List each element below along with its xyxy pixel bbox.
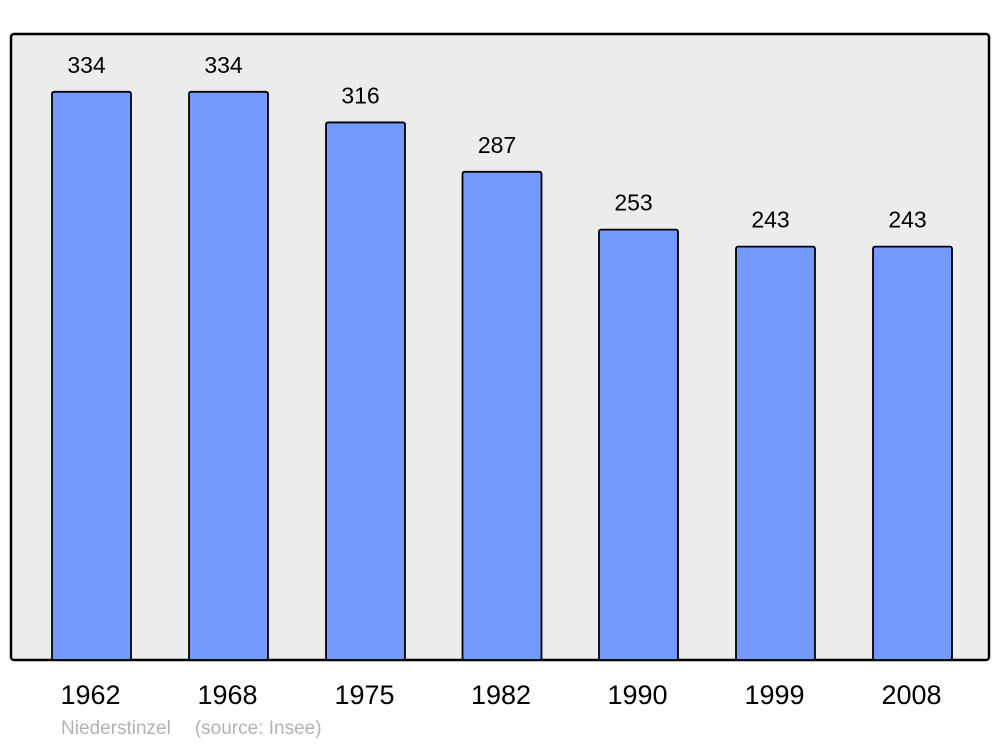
data-label-1962: 334 [67, 52, 106, 78]
bar-1968 [188, 90, 269, 661]
x-tick-label-1982: 1982 [471, 680, 531, 710]
bar-2008 [872, 245, 953, 661]
data-label-1990: 253 [614, 190, 652, 216]
data-label-1999: 243 [751, 207, 789, 233]
caption: Niederstinzel (source: Insee) [61, 718, 346, 740]
x-tick-label-2008: 2008 [881, 680, 941, 710]
x-tick-label-1968: 1968 [197, 680, 257, 710]
x-tick-label-1990: 1990 [607, 680, 667, 710]
bar-1962 [51, 90, 132, 661]
bar-1999 [735, 245, 816, 661]
x-tick-label-1962: 1962 [60, 680, 120, 710]
bar-1982 [461, 170, 543, 661]
data-label-1968: 334 [204, 52, 243, 78]
caption-source: (source: Insee) [194, 718, 322, 739]
x-tick-label-1999: 1999 [744, 680, 804, 710]
data-label-1975: 316 [341, 82, 379, 108]
bar-1990 [598, 228, 679, 661]
bar-1975 [325, 121, 406, 661]
data-label-1982: 287 [478, 132, 516, 158]
caption-place: Niederstinzel [61, 718, 171, 739]
x-tick-label-1975: 1975 [334, 680, 394, 710]
data-label-2008: 243 [888, 207, 926, 233]
